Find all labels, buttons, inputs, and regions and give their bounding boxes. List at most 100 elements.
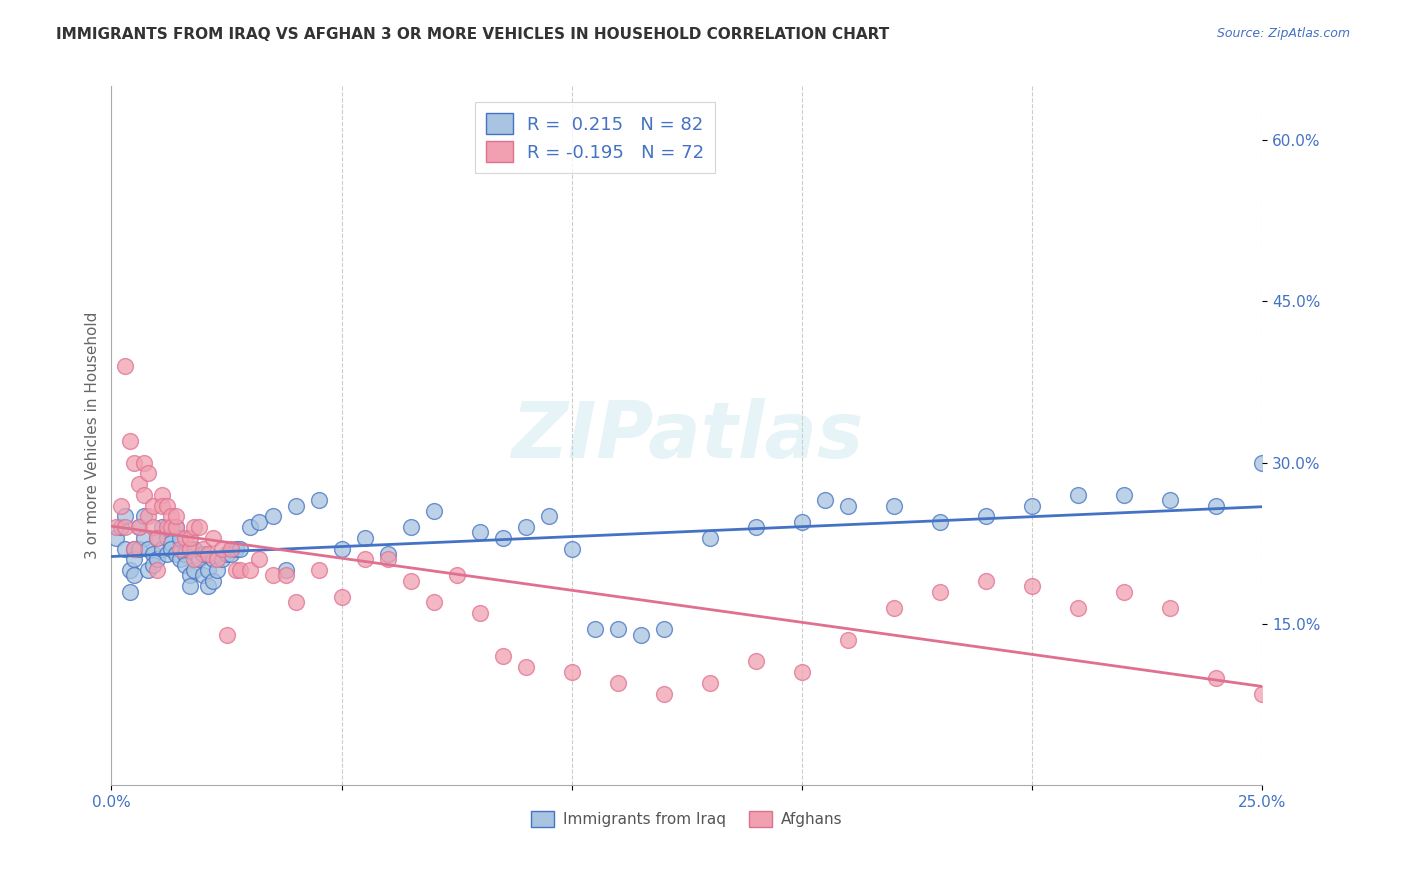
- Point: [330, 541, 353, 556]
- Point: [699, 676, 721, 690]
- Point: [132, 531, 155, 545]
- Point: [156, 499, 179, 513]
- Point: [308, 493, 330, 508]
- Point: [193, 541, 215, 556]
- Point: [128, 520, 150, 534]
- Point: [124, 568, 146, 582]
- Point: [515, 520, 537, 534]
- Point: [146, 552, 169, 566]
- Point: [160, 541, 183, 556]
- Point: [225, 541, 247, 556]
- Point: [225, 563, 247, 577]
- Point: [146, 563, 169, 577]
- Point: [207, 563, 229, 577]
- Point: [179, 541, 201, 556]
- Point: [132, 509, 155, 524]
- Point: [1067, 488, 1090, 502]
- Point: [160, 520, 183, 534]
- Point: [142, 499, 165, 513]
- Point: [276, 568, 298, 582]
- Point: [169, 552, 191, 566]
- Point: [247, 515, 270, 529]
- Point: [883, 600, 905, 615]
- Point: [284, 595, 307, 609]
- Point: [105, 531, 128, 545]
- Point: [201, 552, 224, 566]
- Point: [353, 552, 375, 566]
- Point: [211, 541, 233, 556]
- Point: [201, 531, 224, 545]
- Point: [128, 477, 150, 491]
- Point: [247, 552, 270, 566]
- Point: [837, 499, 859, 513]
- Point: [1159, 600, 1181, 615]
- Point: [169, 541, 191, 556]
- Point: [219, 547, 242, 561]
- Point: [207, 552, 229, 566]
- Point: [468, 525, 491, 540]
- Point: [561, 665, 583, 680]
- Point: [136, 541, 159, 556]
- Point: [174, 547, 197, 561]
- Point: [146, 531, 169, 545]
- Point: [165, 547, 187, 561]
- Point: [583, 622, 606, 636]
- Point: [197, 563, 219, 577]
- Point: [1159, 493, 1181, 508]
- Point: [211, 552, 233, 566]
- Point: [174, 531, 197, 545]
- Point: [229, 541, 252, 556]
- Point: [630, 627, 652, 641]
- Point: [136, 509, 159, 524]
- Point: [160, 509, 183, 524]
- Point: [745, 520, 768, 534]
- Point: [118, 584, 141, 599]
- Point: [124, 456, 146, 470]
- Point: [699, 531, 721, 545]
- Point: [165, 520, 187, 534]
- Point: [187, 552, 209, 566]
- Point: [422, 504, 444, 518]
- Point: [229, 563, 252, 577]
- Point: [118, 563, 141, 577]
- Point: [537, 509, 560, 524]
- Point: [146, 531, 169, 545]
- Point: [219, 541, 242, 556]
- Point: [284, 499, 307, 513]
- Point: [156, 520, 179, 534]
- Point: [492, 531, 515, 545]
- Point: [377, 547, 399, 561]
- Point: [169, 531, 191, 545]
- Point: [974, 509, 997, 524]
- Point: [1114, 584, 1136, 599]
- Point: [179, 579, 201, 593]
- Point: [883, 499, 905, 513]
- Point: [515, 660, 537, 674]
- Point: [183, 552, 205, 566]
- Point: [174, 558, 197, 572]
- Point: [128, 520, 150, 534]
- Point: [132, 488, 155, 502]
- Point: [1114, 488, 1136, 502]
- Text: IMMIGRANTS FROM IRAQ VS AFGHAN 3 OR MORE VEHICLES IN HOUSEHOLD CORRELATION CHART: IMMIGRANTS FROM IRAQ VS AFGHAN 3 OR MORE…: [56, 27, 890, 42]
- Point: [150, 520, 173, 534]
- Point: [929, 584, 952, 599]
- Point: [183, 541, 205, 556]
- Point: [124, 541, 146, 556]
- Point: [114, 359, 136, 373]
- Point: [1205, 671, 1227, 685]
- Point: [790, 665, 813, 680]
- Point: [150, 499, 173, 513]
- Point: [132, 456, 155, 470]
- Point: [814, 493, 837, 508]
- Point: [492, 649, 515, 664]
- Point: [118, 434, 141, 449]
- Point: [399, 574, 422, 588]
- Point: [561, 541, 583, 556]
- Point: [1251, 687, 1274, 701]
- Point: [837, 632, 859, 647]
- Point: [652, 622, 675, 636]
- Point: [124, 541, 146, 556]
- Text: Source: ZipAtlas.com: Source: ZipAtlas.com: [1216, 27, 1350, 40]
- Point: [197, 579, 219, 593]
